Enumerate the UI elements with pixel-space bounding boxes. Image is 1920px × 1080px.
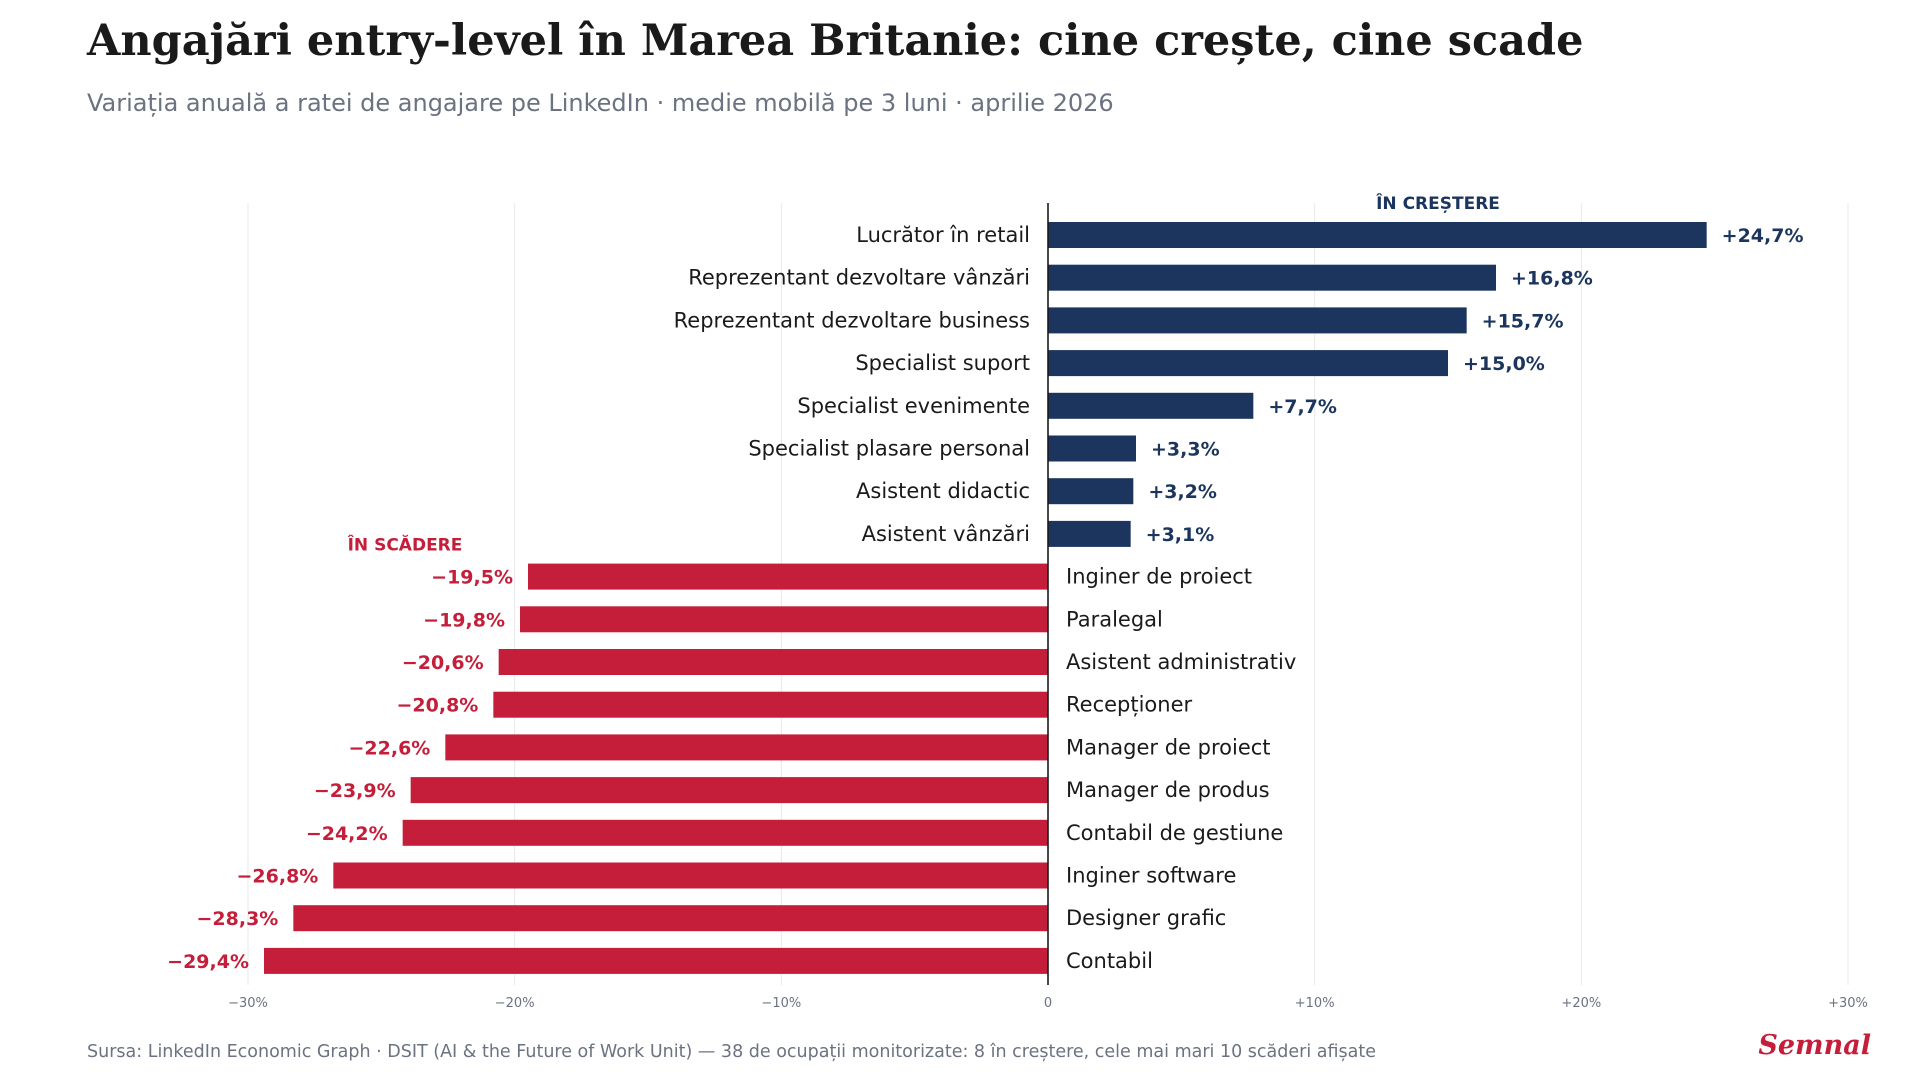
value-label: +7,7% xyxy=(1268,396,1337,418)
value-label: −29,4% xyxy=(167,951,249,973)
category-label: Reprezentant dezvoltare business xyxy=(674,308,1030,332)
value-label: −22,6% xyxy=(348,737,430,759)
category-label: Contabil de gestiune xyxy=(1066,821,1283,845)
chart-title: Angajări entry-level în Marea Britanie: … xyxy=(87,16,1584,66)
chart-subtitle: Variația anuală a ratei de angajare pe L… xyxy=(87,89,1114,117)
x-tick-label: +30% xyxy=(1828,996,1868,1011)
value-label: −19,5% xyxy=(431,567,513,589)
bar xyxy=(1048,222,1707,248)
bar xyxy=(445,734,1048,761)
value-label: +24,7% xyxy=(1722,225,1804,247)
value-label: +15,0% xyxy=(1463,353,1545,375)
x-tick-label: +10% xyxy=(1295,996,1335,1011)
bar xyxy=(402,819,1049,846)
bar xyxy=(410,777,1049,804)
value-label: +3,1% xyxy=(1146,524,1215,546)
x-axis: −30% −20% −10% 0 +10% +20% +30% xyxy=(228,203,1868,1011)
bar xyxy=(1048,435,1136,462)
category-label: Designer grafic xyxy=(1066,906,1226,930)
value-label: −26,8% xyxy=(236,866,318,888)
value-label: −20,6% xyxy=(402,652,484,674)
bar xyxy=(520,606,1048,633)
bar xyxy=(493,691,1048,718)
value-label: −20,8% xyxy=(396,695,478,717)
value-label: −24,2% xyxy=(306,823,388,845)
category-label: Reprezentant dezvoltare vânzări xyxy=(688,266,1030,290)
bar xyxy=(1048,350,1448,377)
value-label: +15,7% xyxy=(1482,310,1564,332)
value-label: −23,9% xyxy=(314,780,396,802)
category-label: Recepționer xyxy=(1066,693,1193,717)
category-label: Asistent vânzări xyxy=(862,522,1030,546)
bars xyxy=(264,222,1707,974)
bar xyxy=(1048,392,1254,419)
category-label: Contabil xyxy=(1066,949,1153,973)
category-label: Asistent administrativ xyxy=(1066,650,1296,674)
bar xyxy=(293,905,1048,932)
group-label-positive: ÎN CREȘTERE xyxy=(1376,192,1500,214)
labels: Lucrător în retail +24,7% Reprezentant dez… xyxy=(167,192,1803,973)
x-tick-label: +20% xyxy=(1561,996,1601,1011)
category-label: Manager de produs xyxy=(1066,778,1270,802)
group-label-negative: ÎN SCĂDERE xyxy=(348,534,463,556)
category-label: Asistent didactic xyxy=(856,479,1030,503)
value-label: −28,3% xyxy=(196,908,278,930)
bar xyxy=(333,862,1048,889)
bar xyxy=(498,649,1049,675)
category-label: Inginer software xyxy=(1066,864,1236,888)
bar xyxy=(264,947,1048,974)
x-tick-label: −20% xyxy=(495,996,535,1011)
x-tick-label: −10% xyxy=(761,996,801,1011)
bar xyxy=(1048,478,1134,505)
value-label: +3,2% xyxy=(1148,481,1217,503)
brand-logo: Semnal xyxy=(1758,1030,1871,1061)
bar xyxy=(528,563,1048,590)
category-label: Inginer de proiect xyxy=(1066,565,1252,589)
source-note: Sursa: LinkedIn Economic Graph · DSIT (A… xyxy=(87,1042,1376,1062)
bar xyxy=(1048,307,1467,334)
value-label: −19,8% xyxy=(423,609,505,631)
bar-chart: Lucrător în retail +24,7% Reprezentant dez… xyxy=(167,192,1868,1011)
category-label: Specialist suport xyxy=(855,351,1030,375)
bar xyxy=(1048,264,1496,291)
category-label: Manager de proiect xyxy=(1066,735,1271,759)
x-tick-label: −30% xyxy=(228,996,268,1011)
value-label: +16,8% xyxy=(1511,268,1593,290)
grid-lines xyxy=(247,203,1849,985)
x-tick-label: 0 xyxy=(1044,996,1052,1011)
value-label: +3,3% xyxy=(1151,439,1220,461)
bar xyxy=(1048,520,1131,547)
category-label: Specialist plasare personal xyxy=(748,437,1030,461)
category-label: Specialist evenimente xyxy=(797,394,1030,418)
category-label: Lucrător în retail xyxy=(856,223,1030,247)
category-label: Paralegal xyxy=(1066,607,1163,631)
